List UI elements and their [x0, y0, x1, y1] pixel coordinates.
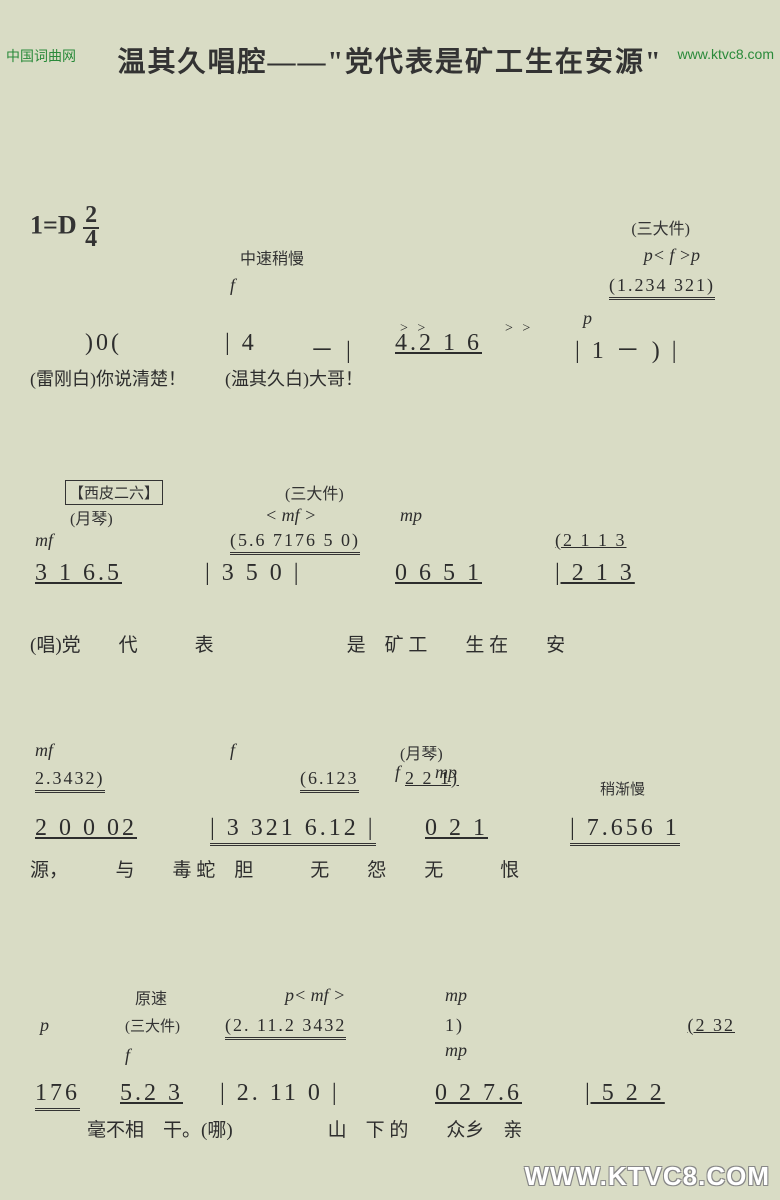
spoken2: (温其久白)大哥！ [225, 365, 363, 391]
notes3a: 2 0 0 02 [35, 815, 137, 842]
xipi-label: 【西皮二六】 [65, 480, 163, 505]
notes4e: | 5 2 2 [585, 1080, 665, 1107]
system2-lyrics: (唱)党 代 表 是 矿 工 生 在 安 [30, 630, 750, 657]
dyn-mf3: mf [35, 740, 53, 761]
key-signature: 1=D 2 4 [30, 205, 99, 250]
tempo3: 稍渐慢 [600, 778, 645, 799]
ornament4a: (2. 11.2 3432 [225, 1015, 346, 1040]
notes3d: | 7.656 1 [570, 815, 680, 846]
dyn-mf2: mf [35, 530, 53, 551]
yueqin3: (月琴) [400, 740, 443, 764]
watermark-top-right: www.ktvc8.com [678, 46, 774, 62]
sandajian4: (三大件) [125, 1015, 180, 1036]
dynamic-p: p [583, 308, 595, 329]
time-denominator: 4 [83, 229, 99, 251]
ornament3b: (6.123 [300, 768, 359, 793]
bar-note-4: | 4 [225, 330, 257, 357]
ornament4c: (2 32 [688, 1015, 736, 1036]
ornament4b: 1) [445, 1015, 464, 1036]
yueqin-label: (月琴) [70, 505, 113, 529]
dyn-mp: mp [400, 505, 422, 526]
accented-notes: 4.2 1 6 [395, 330, 482, 357]
watermark-top-left: 中国词曲网 [6, 46, 76, 66]
cresc-mf: < mf > [265, 505, 316, 526]
notes3c: 0 2 1 [425, 815, 488, 842]
rest-notes: )0( [85, 330, 122, 357]
watermark-bottom-right: WWW.KTVC8.COM [524, 1161, 770, 1192]
notes4c: | 2. 11 0 | [220, 1080, 340, 1107]
dyn-cresc4: p< mf > [285, 985, 345, 1006]
dyn-p4: p [40, 1015, 49, 1036]
notes4a: 176 [35, 1080, 80, 1111]
tempo4: 原速 [135, 985, 167, 1009]
tempo-mark: 中速稍慢 [240, 245, 304, 269]
tonic-label: 1=D [30, 211, 77, 240]
spoken1: (雷刚白)你说清楚！ [30, 365, 186, 391]
dynamics-pfp: p< f >p [644, 245, 700, 266]
dyn-mp4b: mp [445, 1040, 467, 1061]
ornament3a: 2.3432) [35, 768, 105, 793]
notes2a: 3 1 6.5 [35, 560, 122, 587]
time-signature: 2 4 [83, 205, 99, 250]
sandajian2: (三大件) [285, 480, 344, 504]
dyn-mp4: mp [445, 985, 467, 1006]
notes3b: | 3 321 6.12 | [210, 815, 376, 846]
system4-lyrics: 毫不相 干。(哪) 山 下 的 众乡 亲 [30, 1115, 750, 1142]
ornament2b: (2 1 1 3 [555, 530, 627, 551]
dyn-f3b: f [395, 762, 400, 783]
score-title: 温其久唱腔——"党代表是矿工生在安源" [0, 40, 780, 80]
notes4b: 5.2 3 [120, 1080, 183, 1107]
notes2d: | 2 1 3 [555, 560, 635, 587]
bar-end: | 1 － ) | [575, 330, 680, 365]
ornament3c: 2 2 1) [405, 768, 459, 789]
dynamic-f: f [230, 275, 235, 296]
ornament2a: (5.6 7176 5 0) [230, 530, 360, 555]
notes2b: | 3 5 0 | [205, 560, 302, 587]
system3-lyrics: 源， 与 毒 蛇 胆 无 怨 无 恨 [30, 855, 750, 882]
dyn-f3: f [230, 740, 235, 761]
notes2c: 0 6 5 1 [395, 560, 482, 587]
dyn-f4: f [125, 1045, 130, 1066]
notes4d: 0 2 7.6 [435, 1080, 522, 1107]
sandajian-annot: (三大件) [631, 215, 690, 239]
dash-bar: － | [310, 330, 354, 365]
ornament-notes: (1.234 321) [609, 275, 715, 300]
